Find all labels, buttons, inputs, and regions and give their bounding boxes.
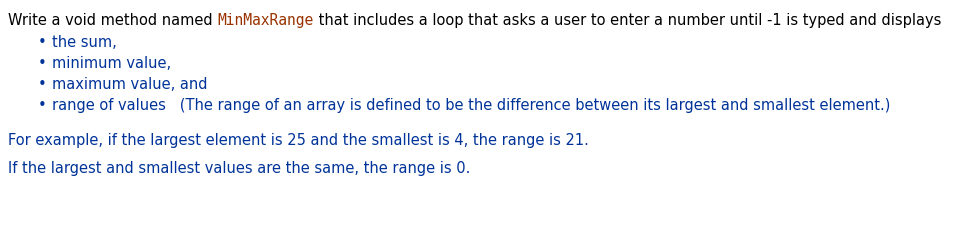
Text: •: •: [38, 56, 46, 71]
Text: •: •: [38, 77, 46, 92]
Text: •: •: [38, 35, 46, 50]
Text: maximum value, and: maximum value, and: [52, 77, 208, 92]
Text: Write a void method named: Write a void method named: [8, 13, 218, 28]
Text: MinMaxRange: MinMaxRange: [218, 13, 313, 28]
Text: range of values   (The range of an array is defined to be the difference between: range of values (The range of an array i…: [52, 98, 891, 113]
Text: •: •: [38, 98, 46, 113]
Text: that includes a loop that asks a user to enter a number until -1 is typed and di: that includes a loop that asks a user to…: [313, 13, 941, 28]
Text: the sum,: the sum,: [52, 35, 117, 50]
Text: minimum value,: minimum value,: [52, 56, 171, 71]
Text: If the largest and smallest values are the same, the range is 0.: If the largest and smallest values are t…: [8, 161, 470, 176]
Text: For example, if the largest element is 25 and the smallest is 4, the range is 21: For example, if the largest element is 2…: [8, 133, 589, 148]
